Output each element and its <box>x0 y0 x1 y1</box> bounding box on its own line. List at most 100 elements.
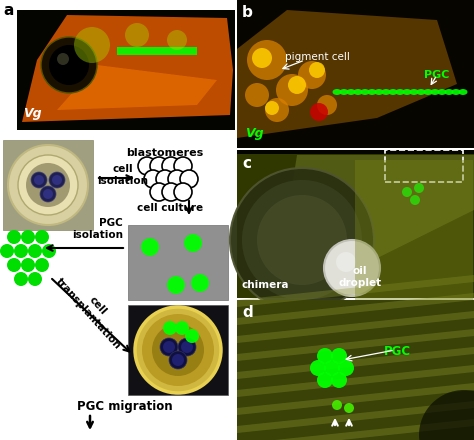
Circle shape <box>185 329 199 343</box>
Circle shape <box>160 338 178 356</box>
Text: oil
droplet: oil droplet <box>338 266 382 288</box>
Circle shape <box>167 276 185 294</box>
Circle shape <box>7 230 21 244</box>
Ellipse shape <box>374 89 383 95</box>
Circle shape <box>344 403 354 413</box>
Circle shape <box>257 195 347 285</box>
Circle shape <box>332 400 342 410</box>
Ellipse shape <box>458 89 467 95</box>
Text: chimera: chimera <box>241 280 289 290</box>
Circle shape <box>324 240 380 296</box>
Circle shape <box>242 180 362 300</box>
Polygon shape <box>237 419 474 440</box>
Circle shape <box>174 157 192 175</box>
Circle shape <box>180 170 198 188</box>
Ellipse shape <box>445 89 454 95</box>
Text: Vg: Vg <box>23 107 42 120</box>
Circle shape <box>245 83 269 107</box>
Bar <box>237 0 474 148</box>
Ellipse shape <box>367 89 376 95</box>
Circle shape <box>52 175 62 185</box>
Circle shape <box>7 258 21 272</box>
Circle shape <box>167 30 187 50</box>
Circle shape <box>181 341 193 353</box>
Circle shape <box>317 348 333 364</box>
Ellipse shape <box>423 89 432 95</box>
Ellipse shape <box>346 89 356 95</box>
Circle shape <box>34 175 44 185</box>
Text: c: c <box>242 156 251 171</box>
Text: b: b <box>242 5 253 20</box>
Circle shape <box>74 27 110 63</box>
Ellipse shape <box>361 89 370 95</box>
Circle shape <box>338 360 354 376</box>
Text: a: a <box>3 3 13 18</box>
Circle shape <box>414 183 424 193</box>
Circle shape <box>14 244 28 258</box>
Circle shape <box>298 61 326 89</box>
Circle shape <box>172 354 184 366</box>
Circle shape <box>178 338 196 356</box>
Circle shape <box>276 74 308 106</box>
Ellipse shape <box>354 89 363 95</box>
Circle shape <box>288 76 306 94</box>
Circle shape <box>230 168 374 312</box>
Circle shape <box>419 390 474 440</box>
Circle shape <box>28 244 42 258</box>
Text: blastomeres: blastomeres <box>127 148 204 158</box>
Circle shape <box>265 98 289 122</box>
Circle shape <box>331 372 347 388</box>
Circle shape <box>336 252 356 272</box>
Polygon shape <box>237 401 474 433</box>
Circle shape <box>184 234 202 252</box>
Text: pigment cell: pigment cell <box>284 52 349 62</box>
Polygon shape <box>237 383 474 415</box>
Text: cell culture: cell culture <box>137 203 203 213</box>
Polygon shape <box>237 275 474 307</box>
Bar <box>237 300 474 440</box>
Circle shape <box>21 258 35 272</box>
Bar <box>17 10 235 130</box>
Bar <box>3 140 93 230</box>
Circle shape <box>41 37 97 93</box>
Ellipse shape <box>402 89 411 95</box>
Bar <box>237 150 474 298</box>
Circle shape <box>252 48 272 68</box>
Circle shape <box>49 45 89 85</box>
Polygon shape <box>237 10 457 138</box>
Circle shape <box>191 274 209 292</box>
Ellipse shape <box>339 89 348 95</box>
Text: PGC migration: PGC migration <box>77 400 173 413</box>
Text: PGC: PGC <box>383 345 410 358</box>
Circle shape <box>35 258 49 272</box>
Circle shape <box>310 360 326 376</box>
Ellipse shape <box>389 89 398 95</box>
Circle shape <box>175 321 189 335</box>
Polygon shape <box>277 155 474 288</box>
Text: PGC: PGC <box>424 70 450 80</box>
Bar <box>128 305 228 395</box>
Polygon shape <box>57 65 217 110</box>
Circle shape <box>265 101 279 115</box>
Circle shape <box>0 244 14 258</box>
Circle shape <box>163 321 177 335</box>
Text: cell
transplantation: cell transplantation <box>55 269 132 351</box>
Circle shape <box>402 187 412 197</box>
Circle shape <box>152 324 204 376</box>
Ellipse shape <box>417 89 426 95</box>
Circle shape <box>169 351 187 369</box>
Bar <box>128 225 228 300</box>
Ellipse shape <box>395 89 404 95</box>
Circle shape <box>138 157 156 175</box>
Circle shape <box>168 170 186 188</box>
Text: d: d <box>242 305 253 320</box>
Polygon shape <box>22 15 233 122</box>
Circle shape <box>14 272 28 286</box>
Ellipse shape <box>438 89 447 95</box>
Polygon shape <box>237 329 474 361</box>
Text: cell
isolation: cell isolation <box>98 164 148 186</box>
Circle shape <box>317 95 337 115</box>
Circle shape <box>43 189 53 199</box>
Circle shape <box>410 195 420 205</box>
Bar <box>0 135 235 438</box>
